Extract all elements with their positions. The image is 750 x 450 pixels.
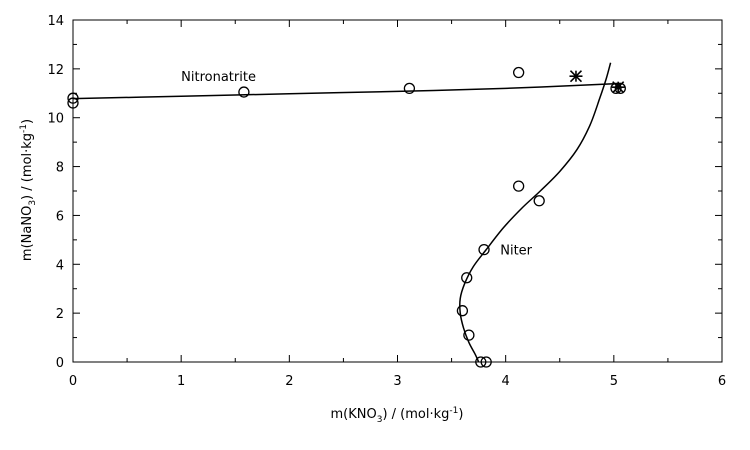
data-point-circle [480, 356, 492, 368]
y-axis-label-mid: ) / (mol·kg [20, 133, 35, 200]
y-tick-labels: 0 2 4 6 8 10 12 14 [47, 14, 64, 371]
y-axis-label-sub: 3 [28, 200, 38, 206]
y-axis-label: m(NaNO3) / (mol·kg-1) [19, 119, 38, 261]
data-point-circle [478, 243, 490, 256]
y-tick-label: 4 [56, 258, 64, 273]
annotation-nitronatrite: Nitronatrite [181, 70, 256, 85]
data-point-star [569, 70, 583, 83]
data-point-circle [403, 82, 416, 95]
y-tick-label: 14 [47, 14, 64, 29]
y-axis-label-main: m(NaNO [20, 206, 35, 261]
data-point-circle [67, 97, 79, 109]
x-axis-label: m(KNO3) / (mol·kg-1) [331, 406, 464, 425]
data-point-circle [67, 92, 79, 104]
data-point-circle [238, 86, 250, 98]
data-point-circle [533, 195, 545, 207]
x-axis-label-sub: 3 [377, 415, 383, 425]
data-point-circle [614, 82, 626, 95]
y-tick-label: 8 [56, 161, 64, 176]
y-tick-label: 12 [47, 63, 64, 78]
y-tick-label: 10 [47, 112, 64, 127]
x-tick-labels: 0 1 2 3 4 5 6 [69, 374, 726, 389]
data-markers [67, 66, 626, 368]
curve-niter [459, 62, 612, 363]
data-point-circle [475, 356, 487, 368]
x-tick-label: 1 [177, 374, 185, 389]
x-tick-label: 6 [718, 374, 726, 389]
y-axis-label-sup: -1 [19, 124, 29, 133]
plot-frame [72, 19, 723, 363]
x-axis-label-main: m(KNO [331, 407, 377, 422]
y-tick-label: 2 [56, 307, 64, 322]
data-point-circle [512, 180, 525, 192]
tick-marks [72, 19, 723, 363]
curve-nitronatrite [72, 82, 622, 100]
x-axis-label-end: ) [458, 407, 463, 422]
data-point-star [611, 81, 625, 94]
annotation-niter: Niter [500, 244, 532, 259]
y-tick-label: 6 [56, 209, 64, 224]
x-tick-label: 4 [502, 374, 510, 389]
y-axis-label-end: ) [20, 119, 35, 124]
data-point-circle [610, 82, 622, 95]
data-point-circle [512, 66, 525, 79]
fit-curves [72, 62, 622, 363]
x-axis-label-sup: -1 [449, 406, 458, 416]
x-axis-label-mid: ) / (mol·kg [382, 407, 449, 422]
data-point-circle [461, 272, 473, 284]
data-point-circle [463, 329, 475, 341]
x-tick-label: 2 [285, 374, 293, 389]
data-point-circle [456, 305, 469, 317]
y-tick-label: 0 [56, 356, 64, 371]
curve-annotations: Nitronatrite Niter [181, 70, 533, 258]
x-tick-label: 5 [610, 374, 618, 389]
x-tick-label: 0 [69, 374, 77, 389]
x-tick-label: 3 [393, 374, 401, 389]
